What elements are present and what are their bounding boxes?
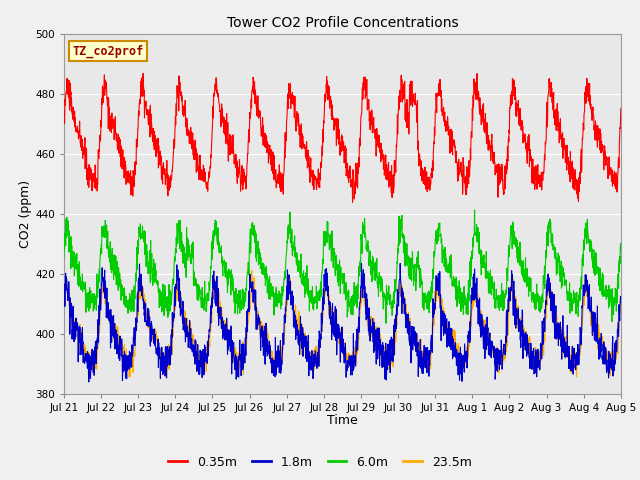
Y-axis label: CO2 (ppm): CO2 (ppm)	[19, 180, 33, 248]
X-axis label: Time: Time	[327, 414, 358, 427]
Legend: 0.35m, 1.8m, 6.0m, 23.5m: 0.35m, 1.8m, 6.0m, 23.5m	[163, 451, 477, 474]
Title: Tower CO2 Profile Concentrations: Tower CO2 Profile Concentrations	[227, 16, 458, 30]
Text: TZ_co2prof: TZ_co2prof	[72, 44, 143, 58]
